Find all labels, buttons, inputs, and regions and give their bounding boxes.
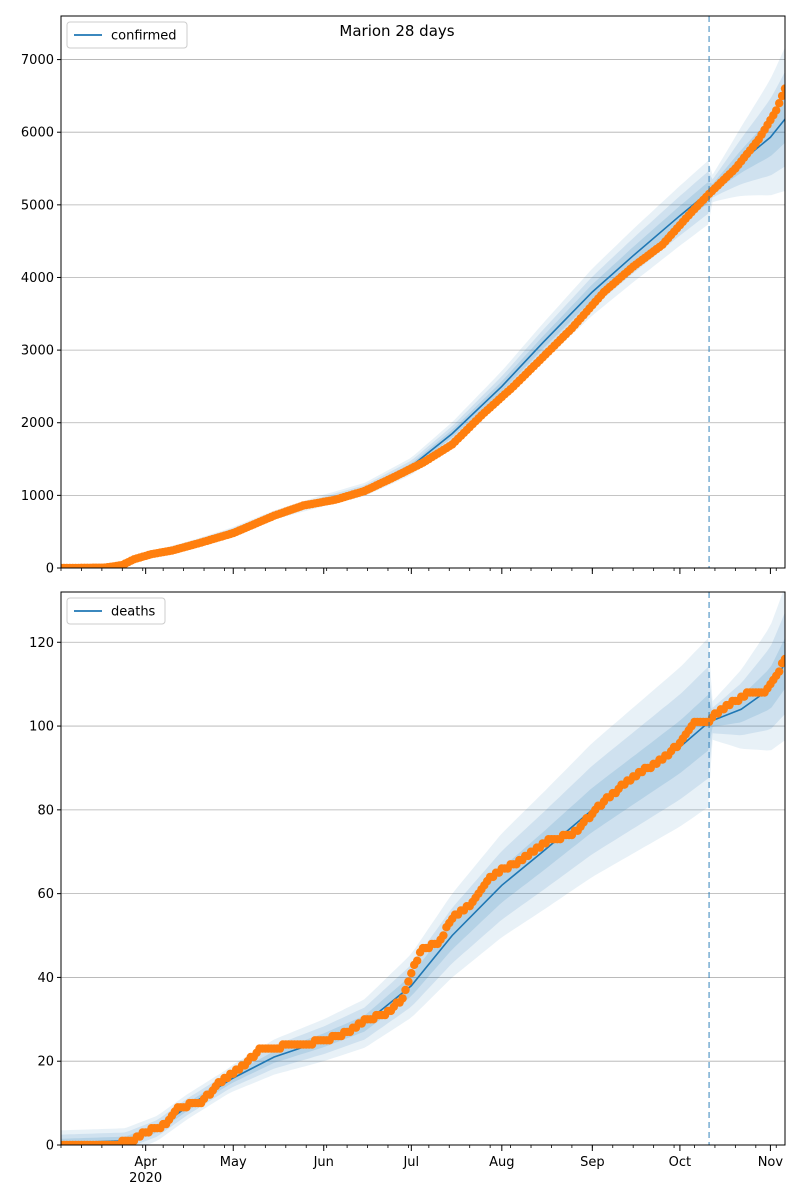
y-tick-label: 120 <box>29 636 54 651</box>
observed-point <box>413 956 422 965</box>
deaths-panel: 0 20 40 60 80 100 120 Apr May Jun Jul Aug Sep Oct Nov 2… <box>29 591 786 1186</box>
observed-point <box>398 994 407 1003</box>
observed-point <box>775 99 784 108</box>
plot-area <box>61 47 785 568</box>
y-tick-label: 6000 <box>21 126 54 141</box>
x-tick-label: Jul <box>402 1155 419 1170</box>
y-tick-label: 60 <box>37 887 54 902</box>
y-tick-label: 4000 <box>21 271 54 286</box>
observed-point <box>777 91 785 101</box>
axes-frame <box>60 15 786 569</box>
observed-point <box>780 654 785 664</box>
y-tick-label: 1000 <box>21 489 54 504</box>
observed-point <box>407 969 416 978</box>
y-tick-label: 20 <box>37 1055 54 1070</box>
confirmed-panel: 0 1000 2000 3000 4000 5000 6000 7000 confirmed <box>21 15 786 577</box>
legend-box <box>66 21 188 49</box>
x-tick-label: Sep <box>580 1155 605 1170</box>
y-tick-label: 0 <box>46 1139 54 1154</box>
legend-label: deaths <box>111 605 156 620</box>
observed-point <box>772 106 781 115</box>
chart-title: Marion 28 days <box>339 22 454 40</box>
y-tick-label: 5000 <box>21 198 54 213</box>
y-tick-label: 3000 <box>21 344 54 359</box>
x-year-label: 2020 <box>129 1171 162 1186</box>
x-tick-label: Nov <box>758 1155 784 1170</box>
observed-point <box>775 667 784 676</box>
x-tick-label: Oct <box>669 1155 691 1170</box>
x-tick-label: Apr <box>134 1155 157 1170</box>
plot-area <box>61 592 785 1145</box>
y-tick-label: 0 <box>46 562 54 577</box>
y-tick-label: 7000 <box>21 53 54 68</box>
y-tick-label: 80 <box>37 803 54 818</box>
observed-point <box>404 977 413 986</box>
x-tick-label: May <box>220 1155 247 1170</box>
y-tick-label: 100 <box>29 720 54 735</box>
y-tick-label: 2000 <box>21 416 54 431</box>
axes-frame <box>60 591 786 1146</box>
legend-label: confirmed <box>111 29 177 44</box>
x-tick-label: Aug <box>489 1155 514 1170</box>
observed-point <box>439 931 448 940</box>
observed-point <box>401 985 410 995</box>
y-tick-label: 40 <box>37 971 54 986</box>
observed-point <box>780 84 785 93</box>
x-tick-label: Jun <box>313 1155 334 1170</box>
legend-box <box>66 597 166 625</box>
